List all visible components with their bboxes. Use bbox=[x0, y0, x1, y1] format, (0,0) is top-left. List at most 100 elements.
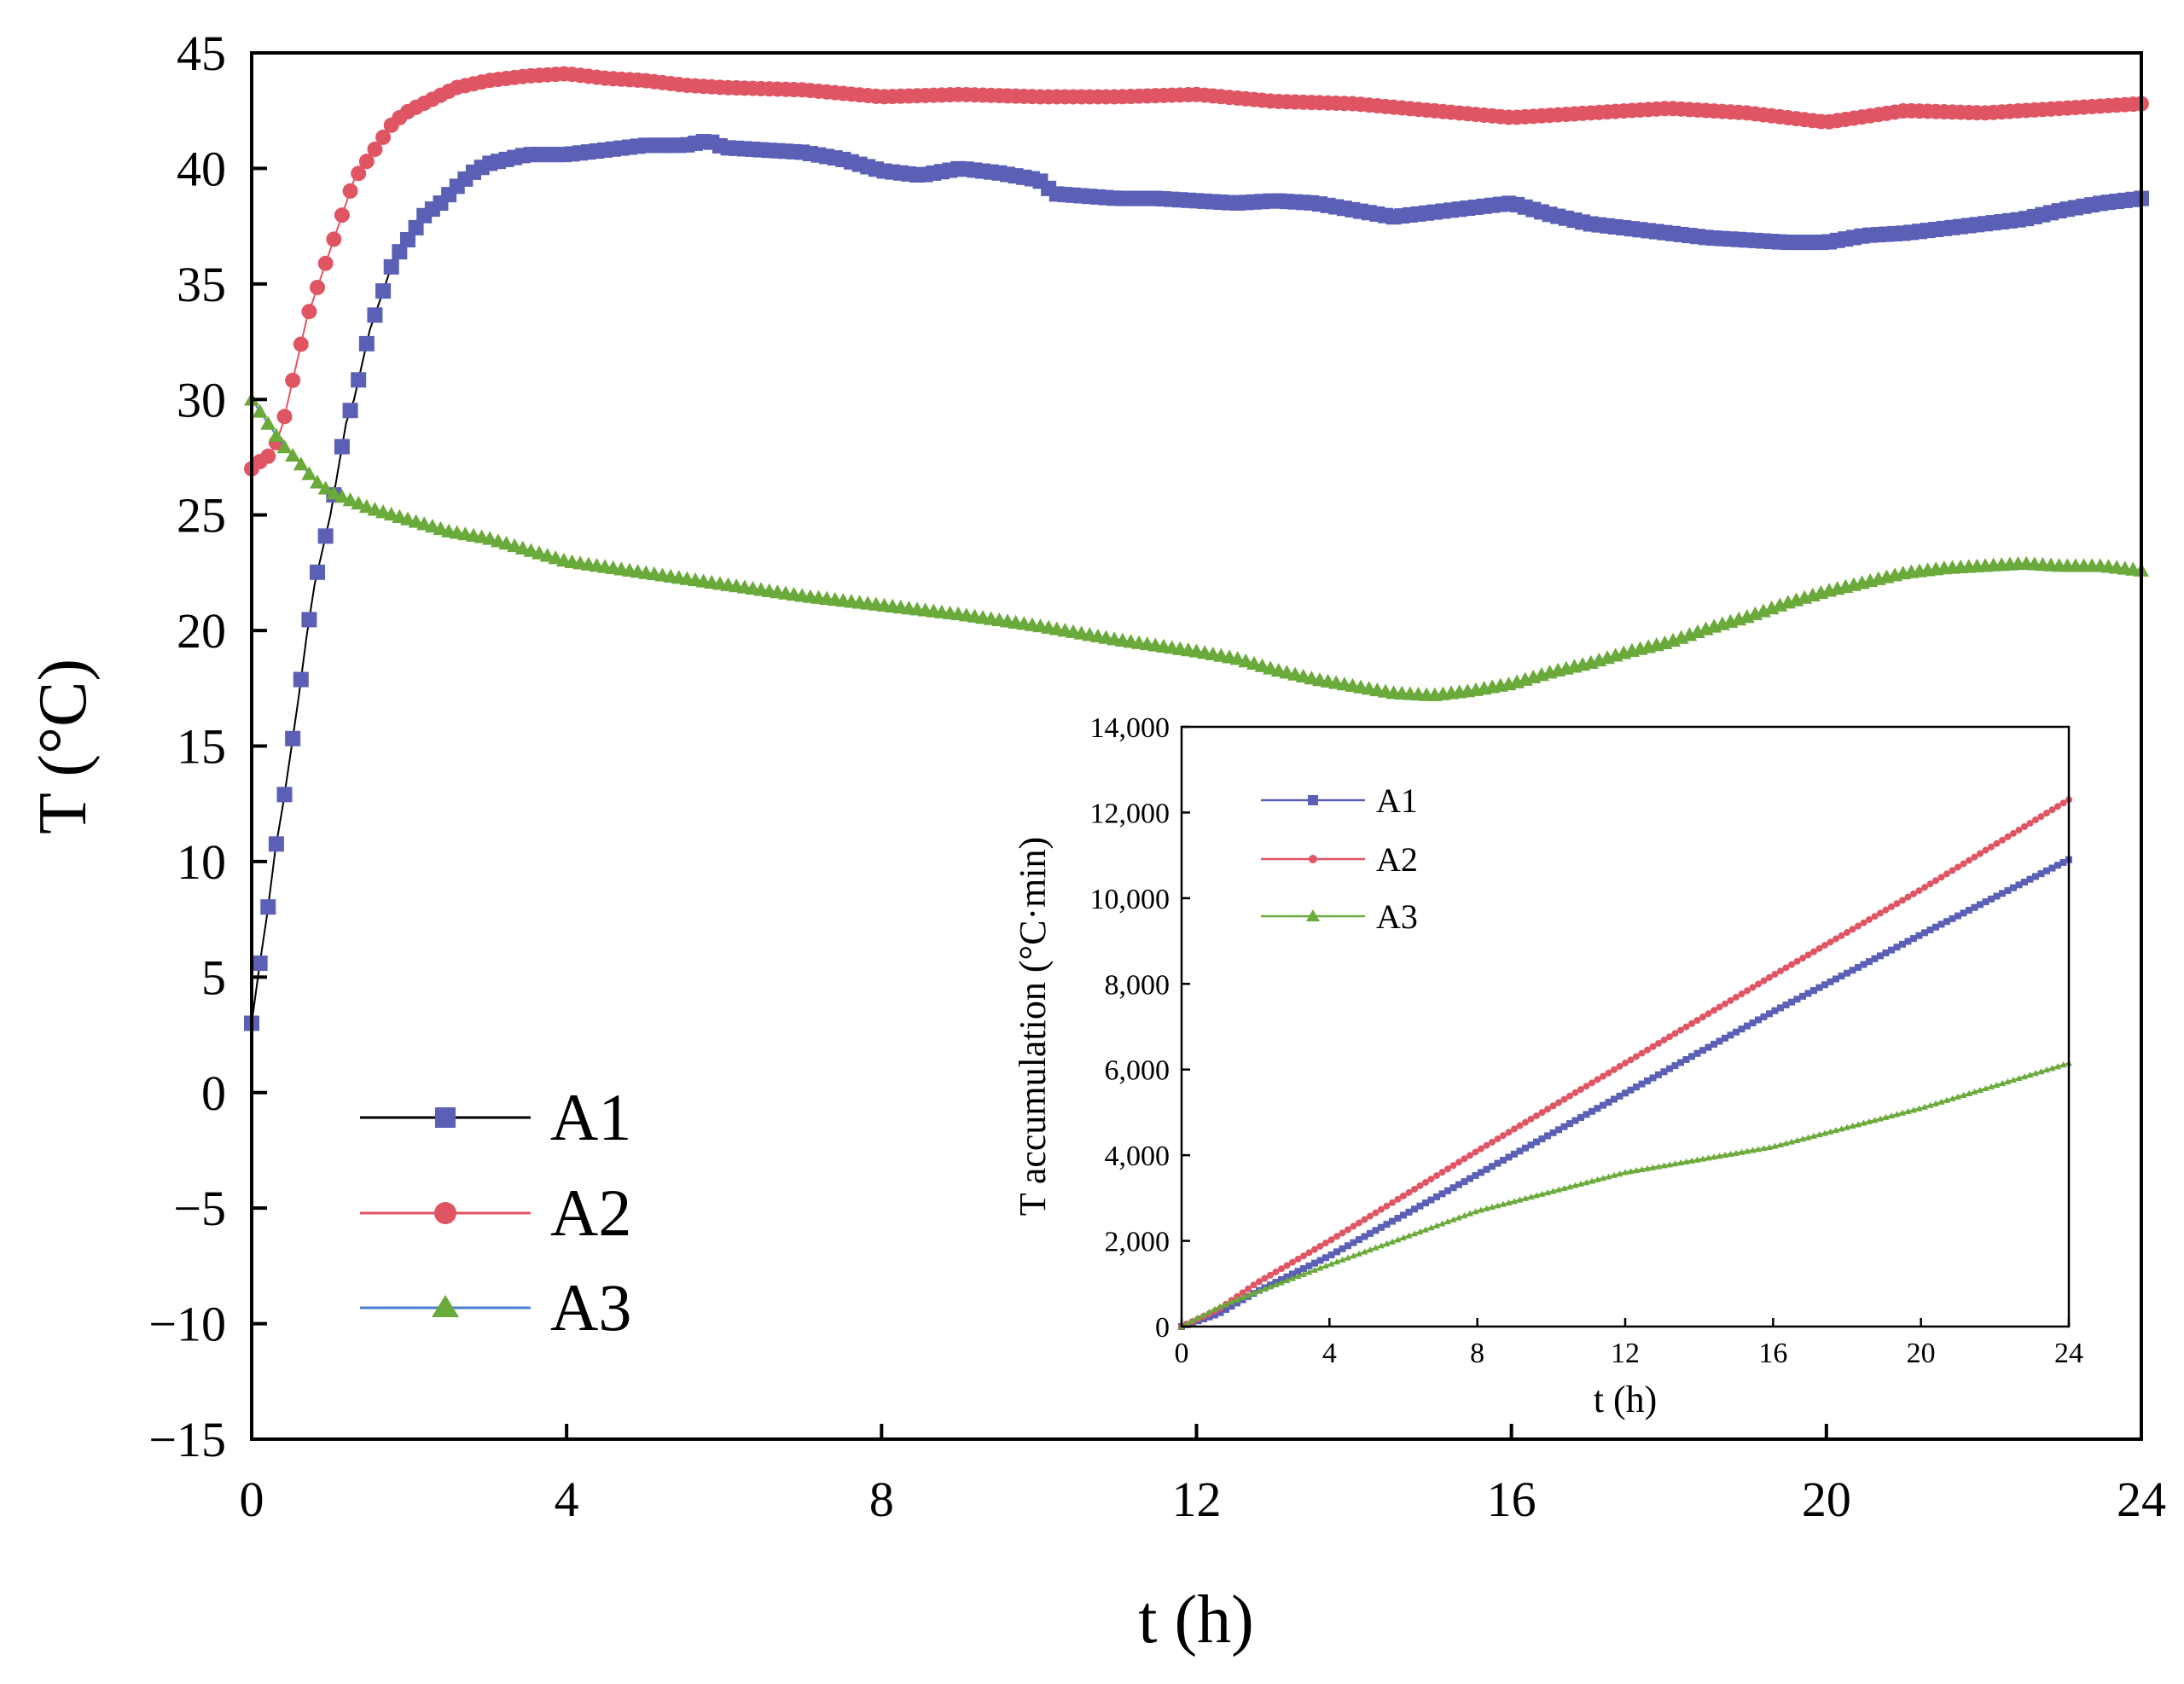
inset-data-point-a1 bbox=[1937, 920, 1945, 928]
inset-data-point-a1 bbox=[1577, 1113, 1584, 1121]
inset-data-point-a2 bbox=[1893, 900, 1901, 908]
inset-data-point-a3 bbox=[1977, 1086, 1984, 1094]
inset-data-point-a1 bbox=[2059, 858, 2067, 866]
inset-data-point-a2 bbox=[1660, 1037, 1668, 1044]
inset-data-point-a3 bbox=[1611, 1171, 1618, 1178]
inset-data-point-a1 bbox=[2054, 862, 2061, 869]
inset-y-tick-label: 6,000 bbox=[1105, 1055, 1170, 1087]
inset-data-point-a1 bbox=[1600, 1101, 1606, 1109]
inset-data-point-a2 bbox=[1833, 935, 1839, 943]
inset-data-point-a1 bbox=[1549, 1129, 1557, 1136]
inset-data-point-a2 bbox=[1327, 1236, 1335, 1244]
inset-data-point-a3 bbox=[1223, 1300, 1229, 1308]
inset-data-point-a3 bbox=[1478, 1206, 1484, 1213]
inset-data-point-a2 bbox=[1416, 1182, 1424, 1189]
inset-data-point-a3 bbox=[1921, 1103, 1928, 1110]
inset-data-point-a2 bbox=[1438, 1169, 1446, 1176]
main-data-point-a1 bbox=[367, 307, 383, 323]
inset-data-point-a2 bbox=[1339, 1229, 1346, 1237]
inset-data-point-a3 bbox=[1693, 1156, 1701, 1163]
inset-data-point-a3 bbox=[1955, 1093, 1961, 1100]
inset-data-point-a3 bbox=[1522, 1194, 1529, 1201]
inset-data-point-a2 bbox=[1378, 1205, 1385, 1213]
inset-data-point-a3 bbox=[1877, 1115, 1884, 1122]
inset-data-point-a3 bbox=[1549, 1188, 1557, 1194]
main-data-point-a3 bbox=[276, 439, 293, 454]
inset-data-point-a3 bbox=[1444, 1217, 1451, 1225]
inset-data-point-a1 bbox=[1472, 1171, 1479, 1179]
inset-data-point-a2 bbox=[1516, 1122, 1524, 1129]
inset-data-point-a1 bbox=[1527, 1141, 1535, 1149]
inset-data-point-a3 bbox=[1455, 1214, 1462, 1221]
inset-data-point-a3 bbox=[1217, 1303, 1224, 1309]
inset-data-point-a2 bbox=[1600, 1072, 1606, 1080]
inset-data-point-a3 bbox=[1505, 1199, 1513, 1206]
inset-data-point-a2 bbox=[1571, 1089, 1579, 1096]
inset-data-point-a1 bbox=[1793, 996, 1801, 1003]
inset-data-point-a2 bbox=[1489, 1138, 1496, 1146]
inset-data-point-a1 bbox=[1422, 1199, 1429, 1207]
inset-data-point-a3 bbox=[1677, 1158, 1684, 1166]
inset-data-point-a2 bbox=[1793, 957, 1801, 965]
inset-data-point-a3 bbox=[1228, 1298, 1235, 1305]
inset-data-point-a3 bbox=[1433, 1222, 1440, 1228]
inset-series-layer bbox=[1178, 796, 2072, 1330]
inset-data-point-a1 bbox=[1533, 1138, 1540, 1146]
inset-legend-entry-a3: A3 bbox=[1261, 897, 1418, 936]
inset-data-point-a2 bbox=[1538, 1109, 1546, 1117]
inset-data-point-a2 bbox=[1611, 1066, 1618, 1073]
inset-data-point-a2 bbox=[2059, 799, 2067, 807]
inset-data-point-a3 bbox=[1638, 1165, 1646, 1173]
inset-data-point-a3 bbox=[1261, 1285, 1269, 1292]
inset-data-point-a1 bbox=[1560, 1123, 1568, 1130]
inset-data-point-a2 bbox=[1511, 1125, 1518, 1133]
inset-data-point-a3 bbox=[1777, 1141, 1784, 1148]
inset-data-point-a2 bbox=[1855, 922, 1862, 930]
inset-data-point-a3 bbox=[1383, 1240, 1391, 1247]
inset-data-point-a1 bbox=[2037, 870, 2045, 878]
inset-data-point-a1 bbox=[1538, 1135, 1546, 1142]
inset-data-point-a1 bbox=[1677, 1059, 1684, 1066]
inset-data-point-a2 bbox=[2026, 820, 2034, 827]
inset-data-point-a1 bbox=[2010, 884, 2017, 891]
main-y-tick-label: 20 bbox=[177, 603, 226, 659]
inset-data-point-a2 bbox=[1444, 1165, 1451, 1173]
inset-data-point-a3 bbox=[1633, 1166, 1640, 1174]
inset-data-point-a1 bbox=[1738, 1025, 1745, 1033]
main-series-a2 bbox=[244, 66, 2149, 477]
inset-data-point-a1 bbox=[1400, 1211, 1407, 1219]
inset-data-point-a3 bbox=[1888, 1112, 1895, 1119]
inset-data-point-a1 bbox=[1815, 984, 1823, 991]
inset-data-point-a1 bbox=[1627, 1086, 1635, 1094]
inset-data-point-a3 bbox=[2026, 1071, 2034, 1078]
inset-data-point-a3 bbox=[1511, 1198, 1518, 1205]
inset-data-point-a3 bbox=[1467, 1210, 1473, 1217]
inset-data-point-a2 bbox=[1971, 853, 1978, 861]
inset-data-point-a3 bbox=[1378, 1242, 1385, 1249]
inset-data-point-a2 bbox=[2004, 833, 2012, 840]
main-data-point-a2 bbox=[375, 129, 392, 145]
inset-data-point-a2 bbox=[1449, 1162, 1457, 1170]
inset-data-point-a2 bbox=[1655, 1040, 1662, 1048]
inset-x-tick-label: 8 bbox=[1470, 1338, 1484, 1369]
inset-data-point-a2 bbox=[1300, 1252, 1307, 1260]
inset-data-point-a1 bbox=[1638, 1080, 1646, 1088]
inset-data-point-a3 bbox=[1267, 1283, 1274, 1290]
inset-data-point-a2 bbox=[2043, 810, 2050, 817]
main-data-point-a2 bbox=[285, 372, 301, 388]
main-series-a3 bbox=[244, 392, 2149, 701]
inset-data-point-a3 bbox=[1394, 1236, 1402, 1243]
inset-data-point-a3 bbox=[1533, 1192, 1540, 1199]
inset-data-point-a1 bbox=[1372, 1227, 1380, 1234]
inset-data-point-a2 bbox=[1711, 1007, 1717, 1014]
inset-data-point-a3 bbox=[1571, 1182, 1579, 1188]
inset-data-point-a1 bbox=[1589, 1107, 1595, 1115]
inset-data-point-a3 bbox=[1616, 1170, 1623, 1177]
main-y-tick-label: 25 bbox=[177, 488, 226, 543]
inset-data-point-a2 bbox=[1955, 863, 1961, 871]
inset-data-point-a1 bbox=[1367, 1229, 1374, 1237]
main-data-point-a2 bbox=[260, 448, 276, 464]
inset-data-point-a2 bbox=[1467, 1152, 1473, 1159]
inset-data-point-a2 bbox=[1361, 1216, 1368, 1223]
inset-data-point-a3 bbox=[1960, 1091, 1967, 1098]
